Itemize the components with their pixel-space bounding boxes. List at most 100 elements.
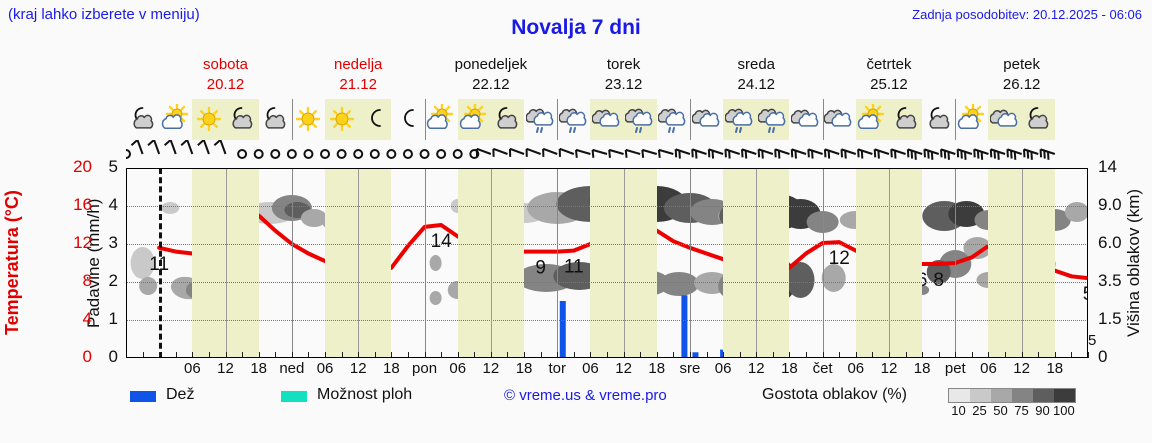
sky-icon-slot <box>791 104 821 134</box>
cloud-density-swatch <box>1012 389 1033 402</box>
cloud-density-tick: 50 <box>993 403 1008 418</box>
axis-tick-mark <box>407 352 409 358</box>
temperature-label: 9 <box>535 258 546 279</box>
axis-tick-mark <box>308 352 310 358</box>
wind-barb <box>475 147 492 157</box>
temperature-label: 11 <box>564 257 584 278</box>
day-header-petek: petek 26.12 <box>955 55 1088 97</box>
cloud-tick-6.0: 6.0 <box>1098 233 1122 252</box>
x-tick-12: 12 <box>615 360 632 377</box>
cloud-blob <box>300 209 327 227</box>
cloud-icon <box>824 109 852 127</box>
day-separator <box>291 99 293 140</box>
cloud-density-tick: 25 <box>972 403 987 418</box>
sun-cloud-icon <box>426 104 454 129</box>
x-tick-tor: tor <box>548 360 566 377</box>
axis-tick-mark <box>540 352 542 358</box>
axis-tick-mark <box>490 352 492 358</box>
day-name: nedelja <box>334 56 383 73</box>
temperature-label: 8 <box>933 270 944 291</box>
wind-barb <box>741 148 757 159</box>
cloud-density-tick: 10 <box>951 403 966 418</box>
sky-icon-slot <box>957 104 987 134</box>
sun-icon <box>296 106 321 132</box>
wind-barb <box>386 149 397 159</box>
day-date: 20.12 <box>206 76 245 93</box>
sky-icon-slot <box>459 104 489 134</box>
temperature-label: 6 <box>917 270 928 291</box>
wind-barb <box>757 148 774 159</box>
cloud-density-swatch <box>991 389 1012 402</box>
wind-barb <box>286 149 297 159</box>
cloud-tick-3.5: 3.5 <box>1098 271 1122 290</box>
temperature-label: 5 <box>1083 284 1088 305</box>
temperature-label: 12 <box>829 248 850 269</box>
axis-tick-mark <box>822 352 824 358</box>
x-tick-06: 06 <box>582 360 599 377</box>
wind-barb <box>126 149 131 159</box>
moon-cloud-icon <box>929 107 950 129</box>
sun-icon <box>329 106 354 132</box>
cloud-rain-icon <box>558 108 587 133</box>
moon-cloud-icon <box>232 107 253 129</box>
day-header-ponedeljek: ponedeljek 22.12 <box>425 55 558 97</box>
axis-tick-mark <box>573 352 575 358</box>
wind-barb <box>608 148 624 158</box>
axis-tick-mark <box>640 352 642 358</box>
wind-barb <box>180 140 194 155</box>
axis-tick-mark <box>275 352 277 358</box>
axis-tick-mark <box>258 352 260 358</box>
temp-tick-20: 20 <box>73 157 92 176</box>
axis-tick-mark <box>607 352 608 358</box>
horizontal-gridline <box>126 206 1088 207</box>
location-menu-hint: (kraj lahko izberete v meniju) <box>8 6 200 23</box>
wind-barb <box>807 148 823 159</box>
x-tick-18: 18 <box>1046 360 1064 377</box>
x-tick-06: 06 <box>980 360 997 377</box>
cloud-blob <box>963 237 992 259</box>
vertical-gridline <box>623 168 625 358</box>
last-updated-label: Zadnja posodobitev: 20.12.2025 - 06:06 <box>912 7 1142 22</box>
x-tick-12: 12 <box>880 360 898 377</box>
wind-barb <box>1006 148 1022 160</box>
sun-cloud-icon <box>858 104 885 129</box>
day-name: torek <box>606 56 641 73</box>
x-tick-18: 18 <box>648 360 666 377</box>
axis-tick-mark <box>772 352 774 358</box>
credit-link[interactable]: © vreme.us & vreme.pro <box>504 387 667 404</box>
wind-barb <box>923 148 940 160</box>
sky-icon-slot <box>525 104 556 134</box>
cloud-icon <box>791 109 819 127</box>
sky-icon-slot <box>293 104 323 134</box>
day-separator <box>955 99 957 140</box>
axis-tick-mark <box>806 352 808 358</box>
sky-icon-slot <box>625 104 655 134</box>
moon-icon <box>370 109 381 127</box>
day-header-sobota: sobota 20.12 <box>159 55 292 97</box>
cloud-density-scale-numbers: 10 25 50 75 90 100 <box>948 403 1074 418</box>
wind-barb <box>147 140 161 155</box>
cloud-density-tick: 100 <box>1053 403 1075 418</box>
cloud-icon <box>990 109 1018 127</box>
day-header-torek: torek 23.12 <box>557 55 690 97</box>
rain-bar <box>692 352 699 358</box>
wind-barb <box>353 149 364 159</box>
cloud-density-swatch <box>1033 389 1054 402</box>
axis-tick-mark <box>457 352 459 358</box>
wind-barb <box>873 148 890 159</box>
showers-legend-label: Možnost ploh <box>317 386 413 403</box>
axis-tick-mark <box>474 352 476 358</box>
sky-icon-slot <box>824 104 854 134</box>
axis-tick-mark <box>341 352 343 358</box>
day-header-sreda: sreda 24.12 <box>690 55 823 97</box>
wind-barb <box>270 149 281 159</box>
horizontal-gridline <box>126 244 1088 245</box>
sun-icon <box>196 106 222 132</box>
cloud-rain-icon <box>625 108 653 133</box>
cloud-density-swatch <box>949 389 970 402</box>
horizontal-gridline <box>126 282 1088 283</box>
horizontal-gridline <box>126 320 1088 321</box>
moon-cloud-icon <box>265 107 286 129</box>
vertical-gridline <box>756 168 758 358</box>
axis-tick-mark <box>225 352 227 358</box>
